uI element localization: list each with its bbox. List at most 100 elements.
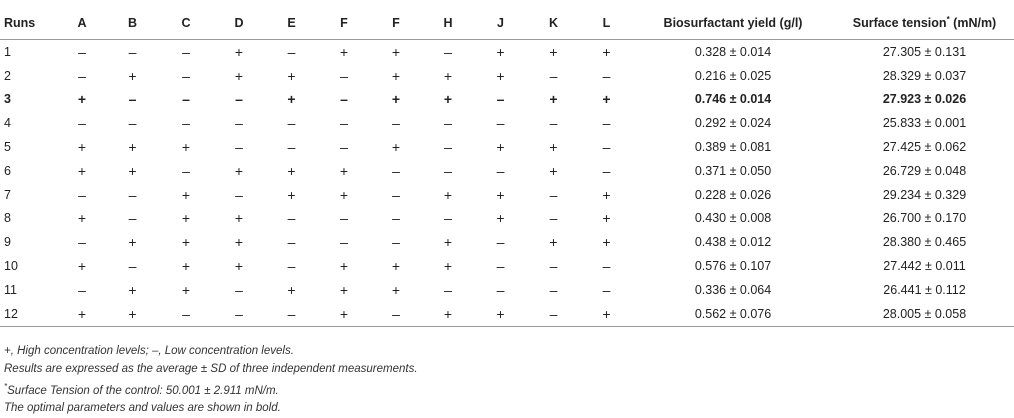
factor-level-cell: – [235,115,243,132]
run-number-cell: 9 [4,235,11,250]
surface-tension-cell: 27.425 ± 0.062 [882,140,967,155]
header-runs: Runs [4,15,36,30]
factor-level-cell: + [602,91,611,108]
footnote-levels: +, High concentration levels; –, Low con… [4,345,294,357]
table-row: 6 + + – + + + – – – + – 0.371 ± 0.050 26.729 ± 0.048 [0,159,1014,183]
factor-level-cell: + [77,305,87,322]
factor-level-cell: + [339,162,349,179]
factor-level-cell: + [496,186,505,203]
factor-level-cell: + [602,210,611,227]
run-number-cell: 11 [4,282,17,297]
factor-level-cell: + [128,162,137,179]
table-body: 1 – – – + – + + – + + +0.328 ± 0.014 27.305 ± 0.131 2… [0,40,1014,327]
factor-level-cell: + [496,67,505,84]
factor-level-cell: + [549,43,558,60]
run-number-cell: 1 [4,44,11,59]
factor-level-cell: + [496,43,505,60]
surface-tension-cell: 26.729 ± 0.048 [882,163,967,178]
factor-level-cell: + [602,305,611,322]
factor-level-cell: + [391,258,401,275]
factor-level-cell: – [182,67,190,84]
factor-level-cell: + [287,162,296,179]
yield-cell: 0.371 ± 0.050 [694,163,772,178]
factor-level-cell: – [78,67,86,84]
factor-level-cell: – [602,115,611,132]
header-factor-e: E [287,15,296,30]
factor-level-cell: + [549,234,558,251]
yield-cell: 0.746 ± 0.014 [694,92,772,107]
factor-level-cell: – [182,91,190,108]
factor-level-cell: + [128,281,137,298]
factor-level-cell: – [549,67,558,84]
header-factor-f2: F [392,15,400,30]
factor-level-cell: – [128,91,137,108]
factor-level-cell: + [77,258,87,275]
header-factor-h: H [443,15,453,30]
factor-level-cell: – [128,258,137,275]
factor-level-cell: – [182,305,190,322]
surface-tension-cell: 28.380 ± 0.465 [882,235,967,250]
factor-level-cell: – [392,305,400,322]
factor-level-cell: + [496,210,505,227]
factor-level-cell: – [602,139,611,156]
factor-level-cell: + [496,139,505,156]
results-table: Runs A B C D E F F H J K L Biosurfactant… [0,6,1014,327]
factor-level-cell: + [287,91,296,108]
factor-level-cell: – [287,234,296,251]
header-tension-unit: (mN/m) [949,16,997,31]
run-number-cell: 5 [4,140,11,155]
factor-level-cell: + [339,258,349,275]
factor-level-cell: – [444,210,452,227]
factor-level-cell: – [287,115,296,132]
factor-level-cell: + [339,305,349,322]
header-yield: Biosurfactant yield (g/l) [663,15,803,30]
factor-level-cell: + [549,162,558,179]
factor-level-cell: – [549,258,558,275]
factor-level-cell: – [444,281,452,298]
surface-tension-cell: 25.833 ± 0.001 [882,116,967,131]
table-row: 4 – – – – – – – – – – – 0.292 ± 0.024 25.833 ± 0.001 [0,111,1014,135]
header-factor-c: C [181,15,191,30]
factor-level-cell: – [496,281,505,298]
factor-level-cell: + [77,162,87,179]
factor-level-cell: – [287,305,296,322]
factor-level-cell: – [496,162,505,179]
footnote-optimal: The optimal parameters and values are sh… [4,402,281,415]
factor-level-cell: – [128,186,137,203]
factor-level-cell: + [602,186,611,203]
factor-level-cell: – [496,91,505,108]
factor-level-cell: – [392,115,400,132]
factor-level-cell: + [391,281,401,298]
table-row: 7 – – + – + + – + + – +0.228 ± 0.026 29.234 ± 0.329 [0,183,1014,207]
factor-level-cell: + [443,91,453,108]
factor-level-cell: – [444,162,452,179]
factor-level-cell: + [128,234,137,251]
factor-level-cell: + [287,281,296,298]
factor-level-cell: – [235,91,243,108]
factor-level-cell: – [78,115,86,132]
header-factor-k: K [548,15,559,30]
factor-level-cell: + [602,43,611,60]
run-number-cell: 12 [4,306,18,321]
factor-level-cell: – [128,115,137,132]
factor-level-cell: – [340,115,348,132]
factor-level-cell: + [234,234,244,251]
factor-level-cell: + [496,305,505,322]
yield-cell: 0.292 ± 0.024 [694,116,772,131]
header-factor-j: J [497,15,504,30]
header-factor-l: L [602,15,611,30]
yield-cell: 0.328 ± 0.014 [694,44,772,59]
factor-level-cell: – [340,139,348,156]
factor-level-cell: – [340,234,348,251]
factor-level-cell: – [602,162,611,179]
factor-level-cell: + [128,305,137,322]
factor-level-cell: – [78,186,86,203]
factor-level-cell: – [549,115,558,132]
factor-level-cell: + [549,91,558,108]
factor-level-cell: – [496,234,505,251]
factor-level-cell: – [392,186,400,203]
run-number-cell: 10 [4,259,18,274]
factor-level-cell: – [340,210,348,227]
factor-level-cell: + [339,281,349,298]
factor-level-cell: – [182,115,190,132]
